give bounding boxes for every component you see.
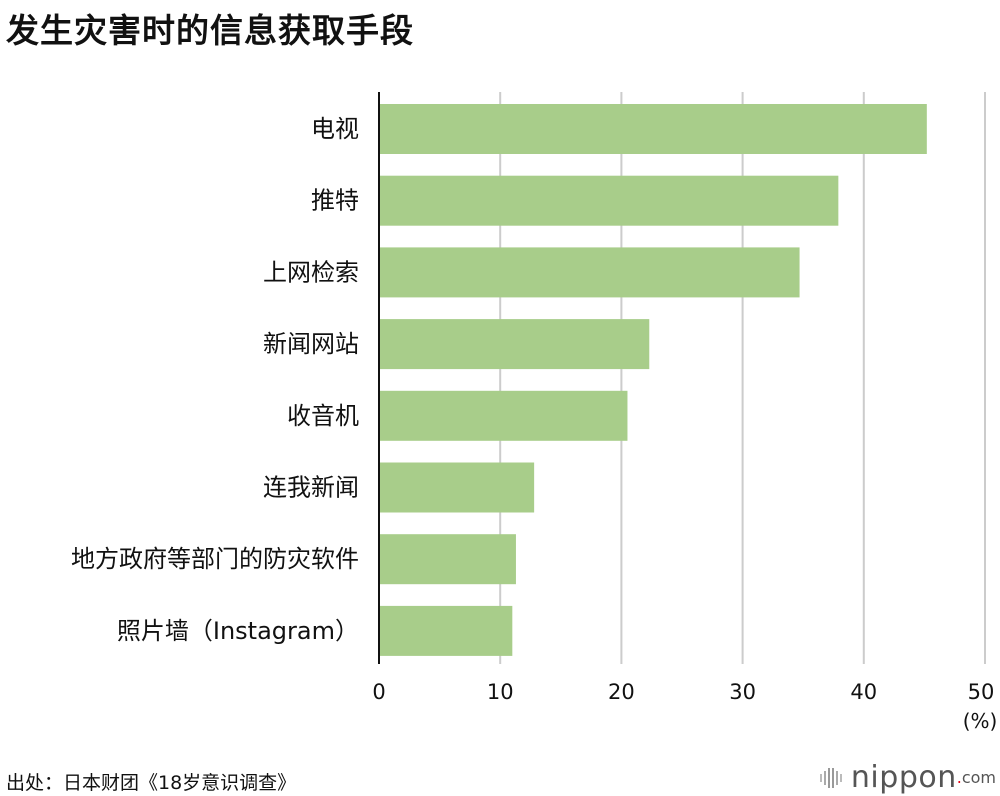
source-note: 出处：日本财团《18岁意识调查》 <box>6 772 297 794</box>
bar <box>379 390 628 441</box>
bar <box>379 175 839 226</box>
x-tick-label: 50 <box>968 680 995 704</box>
x-tick-label: 10 <box>487 680 514 704</box>
bar-chart: 电视推特上网检索新闻网站收音机连我新闻地方政府等部门的防灾软件照片墙（Insta… <box>71 92 998 733</box>
x-axis-unit: (%) <box>963 709 998 733</box>
category-label: 收音机 <box>287 402 359 430</box>
x-tick-label: 40 <box>850 680 877 704</box>
category-labels: 电视推特上网检索新闻网站收音机连我新闻地方政府等部门的防灾软件照片墙（Insta… <box>71 115 359 645</box>
bar <box>379 605 513 656</box>
category-label: 地方政府等部门的防灾软件 <box>71 545 359 573</box>
category-label: 上网检索 <box>263 258 359 286</box>
chart-title: 发生灾害时的信息获取手段 <box>6 11 414 50</box>
bar <box>379 534 516 585</box>
category-label: 推特 <box>311 187 359 215</box>
bar <box>379 104 927 154</box>
x-tick-label: 20 <box>608 680 635 704</box>
brand-name: nippon <box>850 760 957 795</box>
brand-dot: . <box>956 768 962 787</box>
nippon-logo: nippon. com <box>819 760 996 795</box>
bar <box>379 462 535 513</box>
category-label: 照片墙（Instagram） <box>117 617 359 645</box>
category-label: 电视 <box>311 115 359 143</box>
x-tick-label: 30 <box>729 680 756 704</box>
category-label: 新闻网站 <box>263 330 359 358</box>
x-tick-labels: 0 10 20 30 40 50 <box>372 680 994 704</box>
bar <box>379 319 650 370</box>
bar <box>379 247 800 298</box>
x-tick-label: 0 <box>372 680 385 704</box>
nippon-emblem-icon <box>819 767 842 788</box>
category-label: 连我新闻 <box>263 474 359 502</box>
bars <box>379 104 927 656</box>
brand-tld: com <box>961 768 996 787</box>
